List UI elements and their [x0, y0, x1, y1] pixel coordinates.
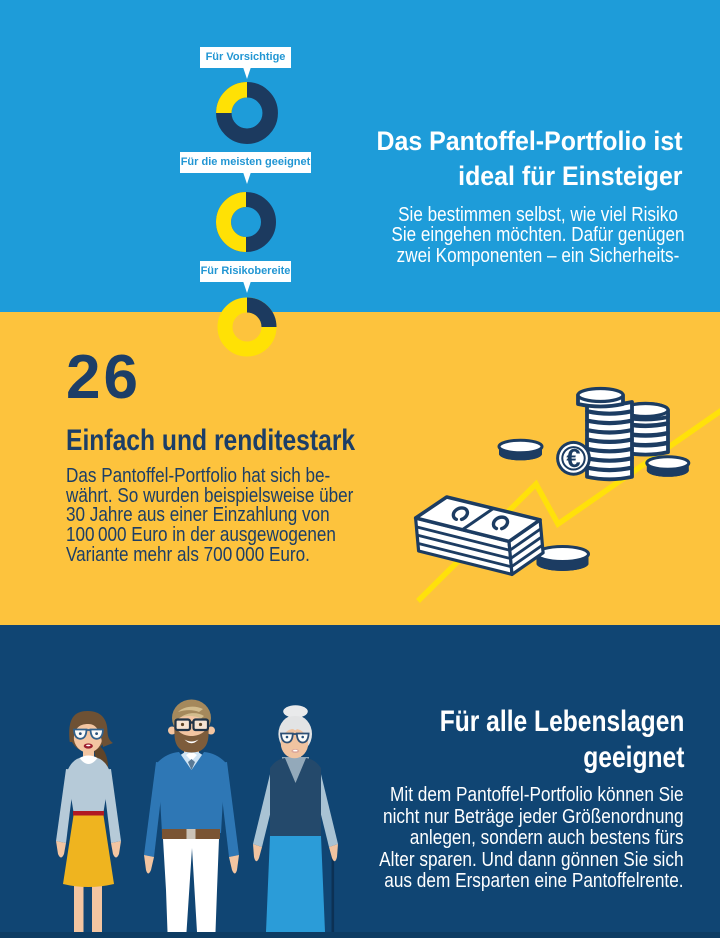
svg-text:€: € — [566, 445, 580, 473]
